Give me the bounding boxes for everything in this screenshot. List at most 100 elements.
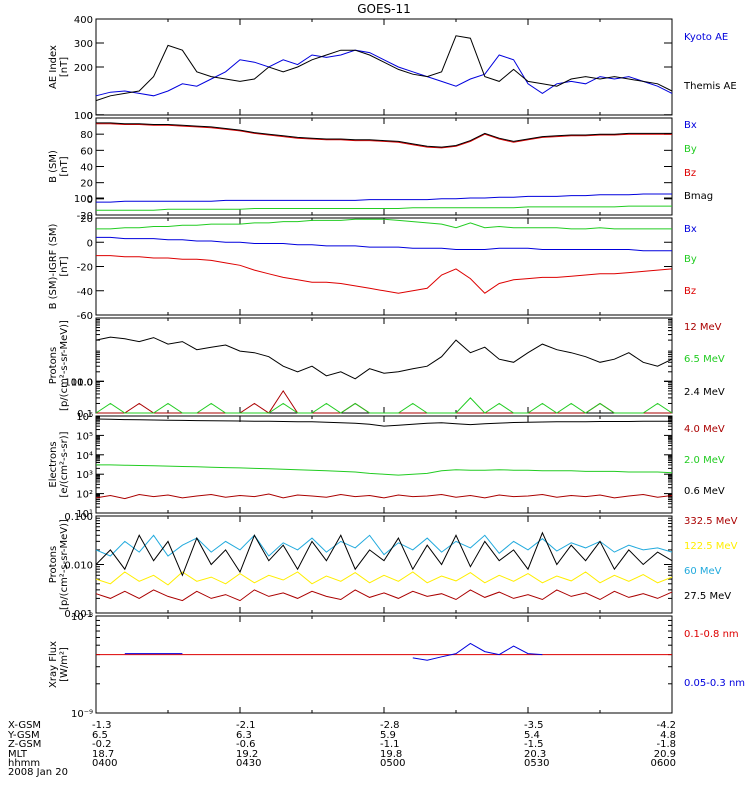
panel-6: 0.0010.0100.100Protons[p/(cm²-s-sr-MeV)]… <box>48 512 738 620</box>
footer-row-value: -1.8 <box>656 739 676 750</box>
legend-entry: 12 MeV <box>684 322 722 333</box>
series-line-bz <box>96 123 672 149</box>
y-tick-label: 10³ <box>76 470 93 481</box>
footer-row-value: 5.9 <box>380 729 396 741</box>
legend-entry: Themis AE <box>683 81 737 92</box>
legend-entry: 0.6 MeV <box>684 486 725 497</box>
footer-row-value: 0500 <box>380 758 406 769</box>
panel-2: -20 0 20 40 60 80 100 B (SM)[nT] Bx By Bz Bmag <box>48 117 713 222</box>
y-tick-label: -20 <box>77 211 93 222</box>
footer-row-value: 0430 <box>236 758 262 769</box>
legend-entry: By <box>684 254 697 265</box>
y-tick-label: 80 <box>80 130 93 141</box>
y-axis-label-line: Protons <box>48 347 59 384</box>
series-line-bmag <box>96 122 672 148</box>
y-tick-label: -40 <box>77 287 93 298</box>
y-tick-label: -60 <box>77 311 93 322</box>
y-axis-label-line: B (SM)-IGRF (SM) <box>48 224 59 310</box>
date-label: 2008 Jan 20 <box>8 767 68 778</box>
footer-row-value: 6.3 <box>236 729 252 741</box>
panel-3: -60 -40 -20 0 20 B (SM)-IGRF (SM)[nT] Bx By Bz <box>48 214 697 322</box>
footer-row-label: Y-GSM <box>8 729 40 741</box>
y-tick-label: 10⁴ <box>76 451 93 462</box>
y-tick-label: 0 <box>87 111 93 122</box>
footer-row-value: -1.1 <box>380 739 400 750</box>
footer-row-value: -4.2 <box>656 720 676 731</box>
y-tick-label: 10¹ <box>76 509 93 520</box>
y-tick-label: 0 <box>87 195 93 206</box>
series-line-0-05-0-3-nm <box>124 642 543 661</box>
legend-entry: 60 MeV <box>684 566 722 577</box>
y-tick-label: 0.100 <box>64 512 93 523</box>
y-tick-label: 0.001 <box>64 609 93 620</box>
footer-row-value: -3.5 <box>524 720 544 731</box>
legend-entry: Bx <box>684 120 697 131</box>
legend-entry: Bmag <box>684 191 713 202</box>
y-axis-label-line: [e/(cm²-s-sr)] <box>59 431 70 497</box>
series-line-bz <box>96 255 673 294</box>
y-tick-label: 10⁻⁹ <box>71 709 93 720</box>
panel-frame <box>95 18 673 116</box>
y-tick-label: 0.010 <box>64 561 93 572</box>
y-tick-label: 100 <box>74 111 93 122</box>
legend-entry: 2.0 MeV <box>684 455 725 466</box>
y-tick-label: 60 <box>80 146 93 157</box>
series-line-6-5-mev <box>95 397 673 414</box>
footer-row-label: X-GSM <box>8 720 42 731</box>
y-axis-label-line: [p/(cm²-s-sr-MeV)] <box>59 519 70 610</box>
footer-row-value: 0530 <box>524 758 550 769</box>
y-tick-label: 200 <box>74 63 93 74</box>
series-line-by <box>96 205 672 211</box>
y-tick-label: 10.0 <box>71 377 93 388</box>
legend-entry: 0.1-0.8 nm <box>684 629 739 640</box>
panel-frame <box>95 615 673 714</box>
panel-frame <box>95 217 673 316</box>
footer-row-value: -1.5 <box>524 739 544 750</box>
panel-frame <box>95 415 673 514</box>
y-axis-label-line: [nT] <box>59 256 70 276</box>
legend-entry: 6.5 MeV <box>684 354 725 365</box>
y-tick-label: -20 <box>77 263 93 274</box>
footer-row-label: MLT <box>8 748 27 760</box>
panel-frame <box>95 317 673 414</box>
y-tick-label: 10⁻⁸ <box>71 612 93 623</box>
y-axis-label: AE Index[nT] <box>48 45 70 89</box>
series-line-60-mev <box>95 534 673 557</box>
series-line-bx <box>96 193 672 203</box>
footer-row-label: hhmm <box>8 758 41 769</box>
series-line-2-0-mev <box>96 464 673 476</box>
y-tick-label: 1.0 <box>77 377 93 388</box>
series-line-332-5-mev <box>95 589 673 602</box>
panel-7: 10⁻⁹ 10⁻⁸ Xray Flux[W/m²] 0.1-0.8 nm 0.05-0.… <box>48 612 745 720</box>
series-line-kyoto-ae <box>95 49 673 97</box>
footer-row-value: 0600 <box>650 758 676 769</box>
y-axis-label-line: B (SM) <box>48 150 59 183</box>
y-tick-label: 10² <box>76 490 93 501</box>
y-tick-label: 0 <box>87 238 93 249</box>
legend-entry: 332.5 MeV <box>684 516 738 527</box>
legend-entry: 4.0 MeV <box>684 424 725 435</box>
legend-entry: Kyoto AE <box>684 32 728 43</box>
y-axis-label: Protons[p/(cm²-s-sr-MeV)] <box>48 320 70 411</box>
series-line-27-5-mev <box>95 531 673 577</box>
series-line-2-4-mev <box>95 336 673 380</box>
series-line-122-5-mev <box>95 571 673 586</box>
legend-entry: Bx <box>684 224 697 235</box>
y-tick-label: 40 <box>80 163 93 174</box>
legend-entry: 2.4 MeV <box>684 387 725 398</box>
y-tick-label: 20 <box>80 179 93 190</box>
y-tick-label: 10⁶ <box>76 412 93 423</box>
series-line-by <box>96 218 672 230</box>
y-tick-label: 20 <box>80 214 93 225</box>
y-axis-label-line: [nT] <box>59 57 70 77</box>
series-line-bx <box>96 236 672 252</box>
footer-row-value: -2.8 <box>380 720 400 731</box>
series-line-0-6-mev <box>95 418 672 427</box>
footer-row-value: 5.4 <box>524 729 540 741</box>
footer-row-value: -0.6 <box>236 739 256 750</box>
y-axis-label-line: AE Index <box>48 45 59 89</box>
footer-row-value: 18.7 <box>92 748 115 760</box>
